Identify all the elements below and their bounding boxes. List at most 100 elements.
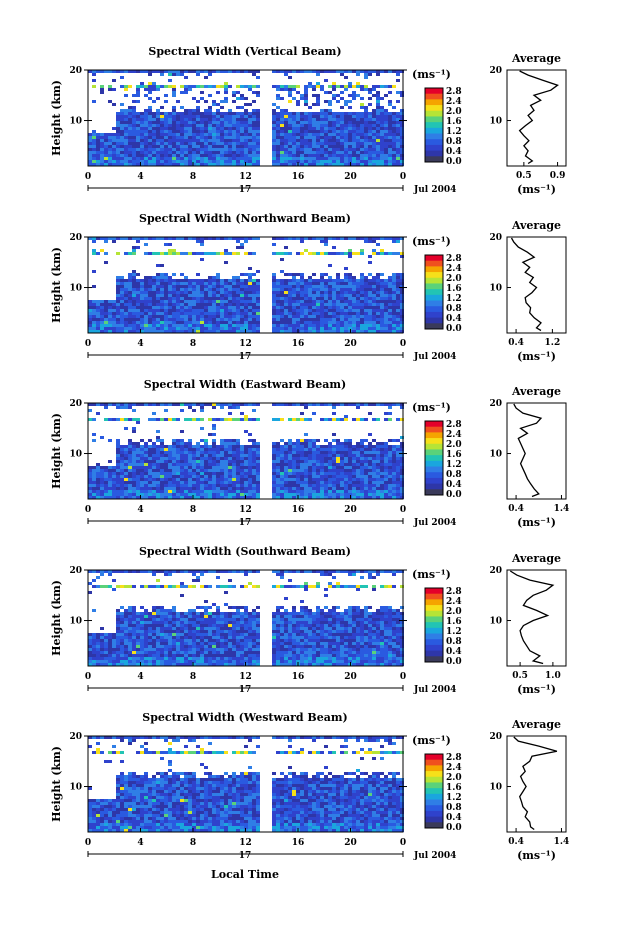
heatmap-cell <box>272 300 276 303</box>
heatmap-cell <box>196 469 200 472</box>
heatmap-cell <box>372 490 376 493</box>
heatmap-cell <box>120 306 124 309</box>
heatmap-cell <box>300 136 304 139</box>
heatmap-cell <box>256 76 260 79</box>
heatmap-cell <box>304 309 308 312</box>
heatmap-cell <box>156 445 160 448</box>
heatmap-cell <box>364 157 368 160</box>
heatmap-cell <box>336 157 340 160</box>
heatmap-cell <box>216 279 220 282</box>
heatmap-cell <box>356 466 360 469</box>
heatmap-cell <box>280 439 284 442</box>
heatmap-cell <box>236 445 240 448</box>
heatmap-cell <box>156 315 160 318</box>
heatmap-cell <box>216 460 220 463</box>
heatmap-cell <box>332 487 336 490</box>
heatmap-cell <box>380 481 384 484</box>
heatmap-cell <box>368 412 372 415</box>
heatmap-cell <box>304 457 308 460</box>
heatmap-cell <box>148 291 152 294</box>
heatmap-cell <box>300 240 304 243</box>
heatmap-cell <box>280 258 284 261</box>
heatmap-cell <box>204 142 208 145</box>
heatmap-cells <box>88 403 404 499</box>
heatmap-cell <box>256 288 260 291</box>
heatmap-cell <box>88 330 92 333</box>
heatmap-cell <box>276 321 280 324</box>
heatmap-cell <box>208 303 212 306</box>
heatmap-cell <box>224 261 228 264</box>
heatmap-cell <box>168 490 172 493</box>
heatmap-cell <box>136 315 140 318</box>
heatmap-cell <box>248 478 252 481</box>
heatmap-cell <box>304 466 308 469</box>
heatmap-cell <box>144 112 148 115</box>
heatmap-cell <box>200 279 204 282</box>
heatmap-cell <box>244 115 248 118</box>
heatmap-cell <box>360 127 364 130</box>
heatmap-cell <box>168 487 172 490</box>
heatmap-cell <box>132 309 136 312</box>
heatmap-cell <box>384 70 388 73</box>
heatmap-cell <box>352 70 356 73</box>
heatmap-cell <box>132 427 136 430</box>
heatmap-cell <box>180 481 184 484</box>
heatmap-cell <box>380 288 384 291</box>
x-tick-label: 16 <box>292 172 305 182</box>
heatmap-cell <box>196 73 200 76</box>
heatmap-cell <box>92 145 96 148</box>
profile-y-label: 10 <box>489 117 502 127</box>
heatmap-cell <box>136 294 140 297</box>
heatmap-cell <box>392 451 396 454</box>
heatmap-cell <box>212 490 216 493</box>
heatmap-cell <box>204 127 208 130</box>
heatmap-cell <box>280 112 284 115</box>
heatmap-cell <box>332 481 336 484</box>
heatmap-cell <box>372 115 376 118</box>
heatmap-cell <box>360 154 364 157</box>
heatmap-cell <box>360 133 364 136</box>
heatmap-cell <box>336 327 340 330</box>
heatmap-cell <box>204 139 208 142</box>
heatmap-cell <box>172 445 176 448</box>
heatmap-cell <box>188 115 192 118</box>
heatmap-cell <box>104 136 108 139</box>
heatmap-cell <box>156 481 160 484</box>
heatmap-cell <box>124 457 128 460</box>
heatmap-cell <box>320 418 324 421</box>
heatmap-cell <box>304 121 308 124</box>
heatmap-cell <box>104 261 108 264</box>
heatmap-cell <box>100 88 104 91</box>
heatmap-cell <box>400 252 404 255</box>
heatmap-cell <box>128 136 132 139</box>
heatmap-cell <box>164 475 168 478</box>
heatmap-cell <box>336 163 340 166</box>
heatmap-cell <box>192 139 196 142</box>
heatmap-cell <box>156 484 160 487</box>
heatmap-cell <box>184 76 188 79</box>
heatmap-cell <box>116 118 120 121</box>
heatmap-cell <box>172 330 176 333</box>
heatmap-cell <box>128 321 132 324</box>
heatmap-cell <box>288 469 292 472</box>
heatmap-cell <box>228 157 232 160</box>
heatmap-cell <box>332 418 336 421</box>
heatmap-cell <box>240 118 244 121</box>
heatmap-cell <box>148 481 152 484</box>
heatmap-cell <box>128 148 132 151</box>
heatmap-cell <box>96 487 100 490</box>
heatmap-cell <box>380 127 384 130</box>
heatmap-cell <box>368 291 372 294</box>
heatmap-cell <box>320 276 324 279</box>
heatmap-cell <box>88 487 92 490</box>
heatmap-cell <box>280 148 284 151</box>
heatmap-cell <box>316 490 320 493</box>
heatmap-cell <box>360 487 364 490</box>
heatmap-cell <box>140 466 144 469</box>
heatmap-cell <box>356 133 360 136</box>
heatmap-cell <box>152 276 156 279</box>
heatmap-cell <box>308 157 312 160</box>
heatmap-cell <box>184 121 188 124</box>
colorbar-tick: 0.8 <box>446 137 462 147</box>
heatmap-cell <box>156 130 160 133</box>
